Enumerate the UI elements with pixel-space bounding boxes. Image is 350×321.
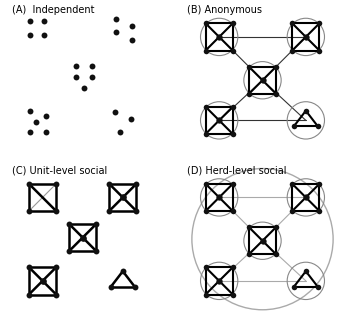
Point: [203, 104, 208, 109]
Point: [43, 129, 49, 134]
Point: [41, 33, 47, 38]
Point: [230, 265, 236, 270]
Point: [134, 209, 139, 214]
Point: [203, 21, 208, 26]
Point: [273, 252, 279, 257]
Point: [26, 265, 32, 270]
Point: [43, 113, 49, 118]
Point: [216, 34, 222, 39]
Point: [33, 119, 39, 125]
Point: [203, 209, 208, 214]
Point: [120, 195, 126, 200]
Point: [246, 225, 252, 230]
Point: [203, 132, 208, 137]
Point: [273, 64, 279, 69]
Point: [216, 195, 222, 200]
Point: [54, 292, 59, 297]
Point: [230, 292, 236, 297]
Point: [273, 91, 279, 96]
Point: [27, 33, 33, 38]
Point: [317, 209, 322, 214]
Point: [90, 63, 95, 68]
Point: [130, 23, 135, 28]
Text: (C) Unit-level social: (C) Unit-level social: [12, 165, 107, 175]
Point: [289, 21, 295, 26]
Point: [260, 238, 265, 243]
Point: [246, 252, 252, 257]
Point: [303, 34, 309, 39]
Point: [74, 74, 79, 80]
Point: [27, 108, 33, 113]
Point: [90, 74, 95, 80]
Point: [317, 21, 322, 26]
Point: [80, 235, 85, 240]
Point: [289, 48, 295, 53]
Point: [54, 265, 59, 270]
Text: (B) Anonymous: (B) Anonymous: [187, 5, 262, 15]
Point: [93, 221, 99, 227]
Point: [317, 48, 322, 53]
Point: [216, 118, 222, 123]
Point: [82, 86, 87, 91]
Point: [132, 284, 138, 290]
Point: [130, 38, 135, 43]
Point: [117, 129, 122, 134]
Point: [315, 124, 321, 129]
Point: [303, 269, 309, 274]
Point: [303, 195, 309, 200]
Point: [27, 18, 33, 23]
Point: [120, 269, 126, 274]
Point: [246, 91, 252, 96]
Text: (A)  Independent: (A) Independent: [12, 5, 95, 15]
Point: [303, 108, 309, 113]
Point: [246, 64, 252, 69]
Point: [93, 248, 99, 254]
Point: [203, 265, 208, 270]
Point: [134, 181, 139, 186]
Point: [203, 292, 208, 297]
Point: [289, 209, 295, 214]
Point: [203, 48, 208, 53]
Point: [112, 110, 118, 115]
Point: [106, 209, 112, 214]
Point: [128, 116, 134, 121]
Point: [230, 209, 236, 214]
Point: [291, 284, 296, 290]
Point: [27, 129, 33, 134]
Point: [273, 225, 279, 230]
Point: [114, 17, 119, 22]
Point: [230, 21, 236, 26]
Point: [40, 278, 46, 283]
Point: [216, 278, 222, 283]
Point: [106, 181, 112, 186]
Point: [291, 124, 296, 129]
Point: [289, 181, 295, 186]
Point: [66, 221, 72, 227]
Point: [203, 181, 208, 186]
Point: [230, 181, 236, 186]
Point: [230, 48, 236, 53]
Point: [26, 292, 32, 297]
Point: [114, 30, 119, 35]
Point: [54, 181, 59, 186]
Point: [54, 209, 59, 214]
Point: [260, 78, 265, 83]
Point: [108, 284, 113, 290]
Point: [230, 104, 236, 109]
Text: (D) Herd-level social: (D) Herd-level social: [187, 165, 287, 175]
Point: [230, 132, 236, 137]
Point: [317, 181, 322, 186]
Point: [74, 63, 79, 68]
Point: [26, 181, 32, 186]
Point: [315, 284, 321, 290]
Point: [66, 248, 72, 254]
Point: [26, 209, 32, 214]
Point: [41, 18, 47, 23]
